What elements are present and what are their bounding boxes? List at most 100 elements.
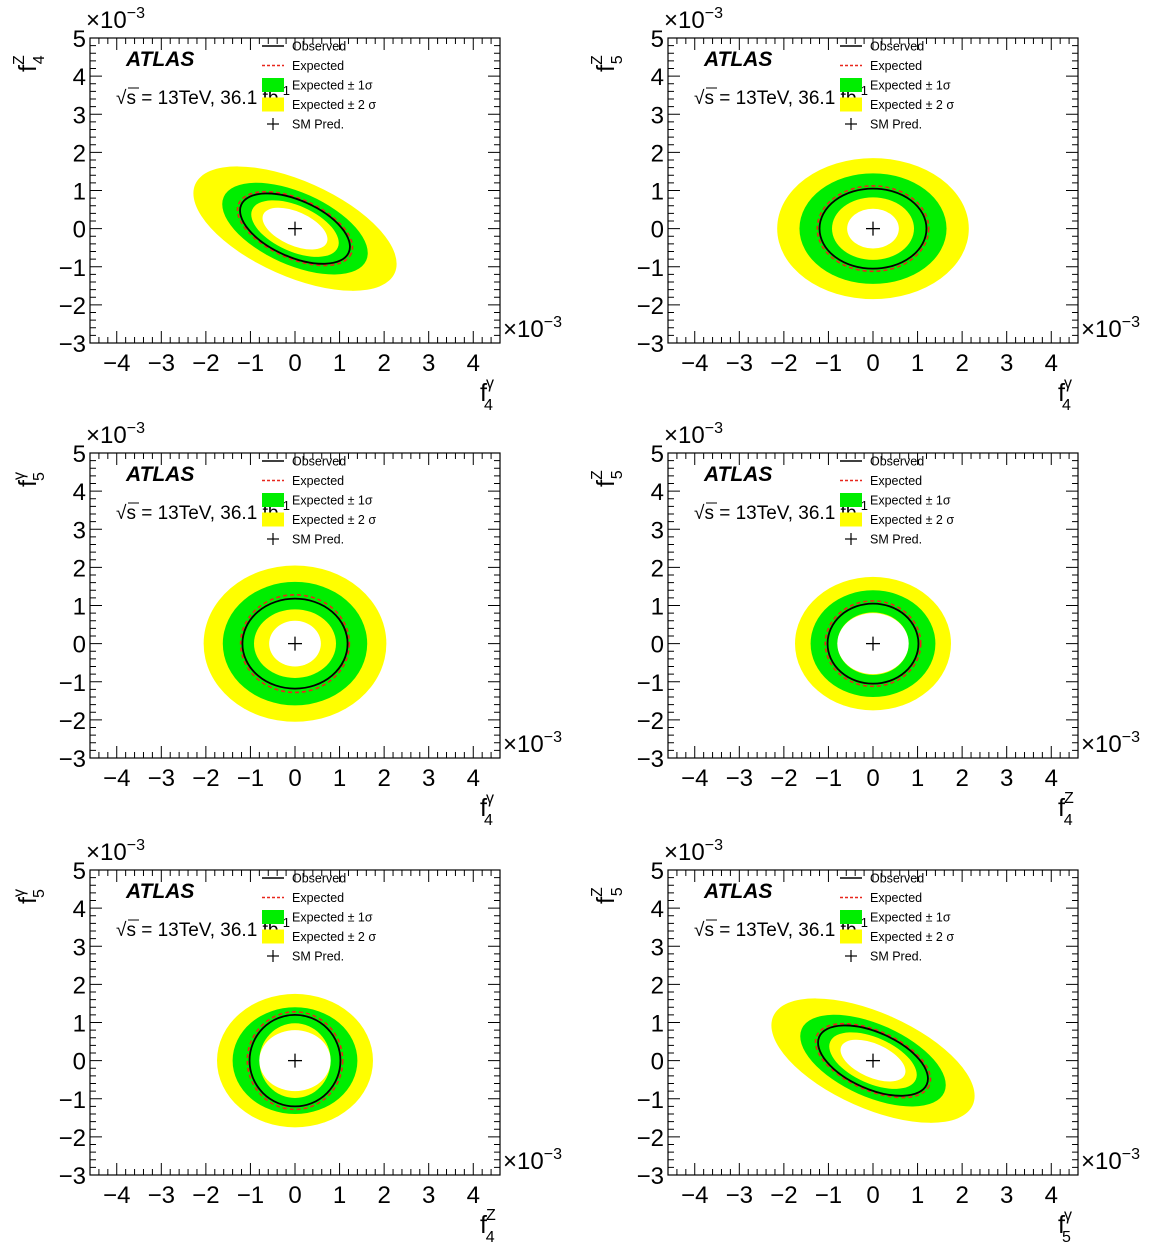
y-axis-title-group: fγ 5 bbox=[11, 472, 48, 487]
legend-band-swatch bbox=[262, 78, 284, 92]
y-tick-label: 1 bbox=[651, 179, 664, 206]
y-tick-label: 4 bbox=[73, 896, 86, 923]
y-tick-label: −3 bbox=[59, 331, 86, 358]
x-tick-label: −2 bbox=[770, 350, 797, 377]
y-exponent-label: ×10−3 bbox=[664, 5, 723, 34]
legend-entry: Observed bbox=[262, 872, 346, 886]
y-tick-label: 3 bbox=[73, 934, 86, 961]
legend-entry: Expected ± 2 σ bbox=[262, 512, 376, 527]
y-axis-title: fγ 5 bbox=[11, 472, 48, 487]
x-tick-label: 4 bbox=[1045, 350, 1058, 377]
x-tick-label: 1 bbox=[911, 350, 924, 377]
y-exponent-label: ×10−3 bbox=[86, 5, 145, 34]
legend-label: SM Pred. bbox=[292, 118, 344, 132]
x-tick-label: −3 bbox=[148, 350, 175, 377]
y-tick-label: 0 bbox=[73, 217, 86, 244]
legend-label: Observed bbox=[292, 872, 346, 886]
legend-label: Expected ± 2 σ bbox=[292, 98, 376, 112]
x-tick-label: 1 bbox=[911, 765, 924, 792]
x-tick-label: −3 bbox=[148, 765, 175, 792]
legend-label: SM Pred. bbox=[870, 950, 922, 964]
legend-label: Expected bbox=[292, 474, 344, 488]
x-axis-title: fZ 4 bbox=[1058, 790, 1074, 829]
y-tick-label: −3 bbox=[637, 1163, 664, 1190]
contour-panel-4: −4 −3 −2 −1 0 1 2 3 4 −3 −2 −1 0 1 2 3 4 5 ×10−3 ×10−3 fZ 4 fZ… bbox=[578, 415, 1153, 829]
x-tick-label: 1 bbox=[333, 1182, 346, 1209]
y-tick-label: −1 bbox=[59, 255, 86, 282]
legend-entry: SM Pred. bbox=[845, 533, 922, 547]
x-tick-label: −3 bbox=[726, 765, 753, 792]
energy-lumi-label: √s = 13TeV, 36.1 fb-1 bbox=[694, 915, 868, 941]
x-exponent-label: ×10−3 bbox=[1081, 314, 1140, 343]
y-tick-label: 2 bbox=[73, 140, 86, 167]
contour-panel-6: −4 −3 −2 −1 0 1 2 3 4 −3 −2 −1 0 1 2 3 4 5 ×10−3 ×10−3 fγ 5 fZ… bbox=[578, 832, 1153, 1243]
y-tick-label: 1 bbox=[73, 594, 86, 621]
legend-label: Expected bbox=[870, 59, 922, 73]
legend-label: SM Pred. bbox=[292, 533, 344, 547]
y-tick-label: 2 bbox=[651, 140, 664, 167]
observed-contour bbox=[817, 1024, 929, 1097]
observed-contour bbox=[826, 602, 920, 685]
y-tick-label: 0 bbox=[651, 217, 664, 244]
expected-contour bbox=[824, 600, 922, 688]
x-tick-label: 4 bbox=[1045, 1182, 1058, 1209]
legend-band-swatch bbox=[262, 493, 284, 507]
x-tick-label: −4 bbox=[681, 765, 708, 792]
x-tick-label: −2 bbox=[192, 1182, 219, 1209]
legend-entry: Expected ± 1σ bbox=[840, 493, 951, 508]
legend-label: Observed bbox=[292, 40, 346, 54]
x-tick-label: 2 bbox=[955, 1182, 968, 1209]
x-exponent-label: ×10−3 bbox=[503, 1146, 562, 1175]
y-tick-label: 3 bbox=[651, 517, 664, 544]
x-tick-label: 0 bbox=[288, 765, 301, 792]
y-axis-title-group: fγ 5 bbox=[11, 889, 48, 904]
legend-label: SM Pred. bbox=[870, 533, 922, 547]
x-tick-label: 4 bbox=[467, 1182, 480, 1209]
x-tick-label: −4 bbox=[681, 1182, 708, 1209]
legend-band-swatch bbox=[840, 929, 862, 944]
y-axis-title: fZ 4 bbox=[11, 55, 48, 72]
y-tick-label: −3 bbox=[637, 331, 664, 358]
y-tick-label: −3 bbox=[59, 746, 86, 773]
x-tick-label: −1 bbox=[237, 1182, 264, 1209]
y-exponent-label: ×10−3 bbox=[664, 420, 723, 449]
y-tick-label: 1 bbox=[73, 1011, 86, 1038]
legend-label: Expected ± 2 σ bbox=[870, 930, 954, 944]
y-axis-title-group: fZ 4 bbox=[11, 55, 48, 72]
y-tick-label: 0 bbox=[651, 1049, 664, 1076]
y-axis-title-group: fZ 5 bbox=[589, 55, 626, 72]
energy-lumi-label: √s = 13TeV, 36.1 fb-1 bbox=[694, 83, 868, 109]
y-tick-label: −1 bbox=[637, 255, 664, 282]
legend-entry: Expected bbox=[262, 891, 344, 905]
y-tick-label: 0 bbox=[73, 1049, 86, 1076]
legend-label: Expected ± 1σ bbox=[292, 494, 373, 508]
energy-lumi-label: √s = 13TeV, 36.1 fb-1 bbox=[694, 498, 868, 524]
legend-entry: SM Pred. bbox=[267, 950, 344, 964]
y-tick-label: 5 bbox=[73, 441, 86, 468]
legend-entry: SM Pred. bbox=[845, 118, 922, 132]
x-tick-label: 1 bbox=[333, 350, 346, 377]
x-tick-label: 2 bbox=[955, 765, 968, 792]
legend-entry: Expected ± 1σ bbox=[262, 493, 373, 508]
legend-entry: Expected ± 2 σ bbox=[840, 512, 954, 527]
y-tick-label: 5 bbox=[73, 26, 86, 53]
legend-entry: Expected ± 1σ bbox=[262, 78, 373, 93]
atlas-label: ATLAS bbox=[125, 463, 194, 486]
x-tick-label: 3 bbox=[1000, 765, 1013, 792]
x-exponent-label: ×10−3 bbox=[1081, 1146, 1140, 1175]
x-tick-label: 0 bbox=[866, 350, 879, 377]
energy-lumi-label: √s = 13TeV, 36.1 fb-1 bbox=[116, 498, 290, 524]
y-tick-label: −2 bbox=[637, 293, 664, 320]
x-axis-title: fZ 4 bbox=[480, 1207, 496, 1243]
x-tick-label: 2 bbox=[955, 350, 968, 377]
x-tick-label: 3 bbox=[422, 350, 435, 377]
y-tick-label: −1 bbox=[637, 1087, 664, 1114]
y-tick-label: 0 bbox=[651, 632, 664, 659]
atlas-label: ATLAS bbox=[703, 880, 772, 903]
legend-entry: SM Pred. bbox=[845, 950, 922, 964]
y-tick-label: −2 bbox=[59, 1125, 86, 1152]
